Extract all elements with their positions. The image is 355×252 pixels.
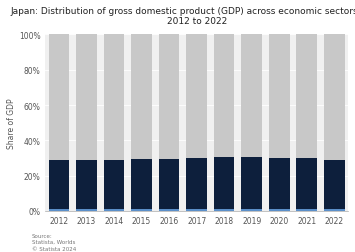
Bar bbox=[186, 158, 207, 209]
Bar bbox=[241, 35, 262, 158]
Bar bbox=[269, 209, 290, 211]
Bar bbox=[296, 35, 317, 158]
Bar bbox=[214, 209, 235, 211]
Bar bbox=[159, 209, 179, 211]
Bar bbox=[214, 158, 235, 209]
Bar bbox=[269, 35, 290, 159]
Bar bbox=[76, 160, 97, 209]
Bar bbox=[324, 35, 345, 160]
Bar bbox=[131, 35, 152, 159]
Bar bbox=[104, 209, 124, 211]
Text: Source:
Statista, Worlds
© Statista 2024: Source: Statista, Worlds © Statista 2024 bbox=[32, 233, 76, 251]
Bar bbox=[49, 209, 69, 211]
Bar bbox=[104, 161, 124, 209]
Bar bbox=[296, 209, 317, 211]
Bar bbox=[49, 161, 69, 209]
Bar bbox=[159, 159, 179, 209]
Bar bbox=[296, 158, 317, 209]
Bar bbox=[76, 35, 97, 160]
Bar bbox=[131, 209, 152, 211]
Bar bbox=[186, 209, 207, 211]
Bar bbox=[269, 159, 290, 209]
Bar bbox=[324, 209, 345, 211]
Bar bbox=[159, 35, 179, 159]
Bar bbox=[186, 35, 207, 158]
Bar bbox=[131, 159, 152, 209]
Y-axis label: Share of GDP: Share of GDP bbox=[7, 98, 16, 148]
Bar bbox=[241, 158, 262, 209]
Bar bbox=[324, 160, 345, 209]
Title: Japan: Distribution of gross domestic product (GDP) across economic sectors from: Japan: Distribution of gross domestic pr… bbox=[11, 7, 355, 26]
Bar bbox=[104, 35, 124, 161]
Bar bbox=[214, 35, 235, 158]
Bar bbox=[241, 209, 262, 211]
Bar bbox=[76, 209, 97, 211]
Bar bbox=[49, 35, 69, 161]
